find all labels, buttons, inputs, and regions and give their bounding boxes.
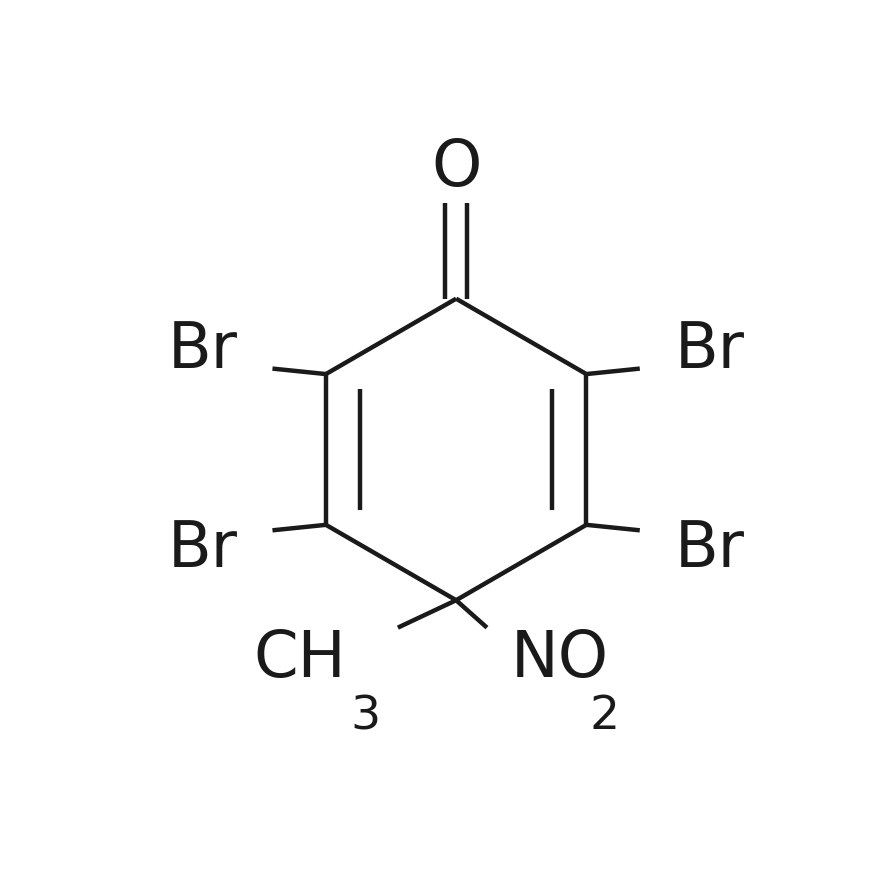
Text: Br: Br bbox=[675, 518, 745, 579]
Text: 2: 2 bbox=[590, 694, 619, 739]
Text: Br: Br bbox=[167, 320, 238, 381]
Text: NO: NO bbox=[511, 628, 609, 690]
Text: O: O bbox=[431, 137, 481, 199]
Text: CH: CH bbox=[254, 628, 346, 690]
Text: Br: Br bbox=[675, 320, 745, 381]
Text: Br: Br bbox=[167, 518, 238, 579]
Text: 3: 3 bbox=[350, 694, 380, 739]
